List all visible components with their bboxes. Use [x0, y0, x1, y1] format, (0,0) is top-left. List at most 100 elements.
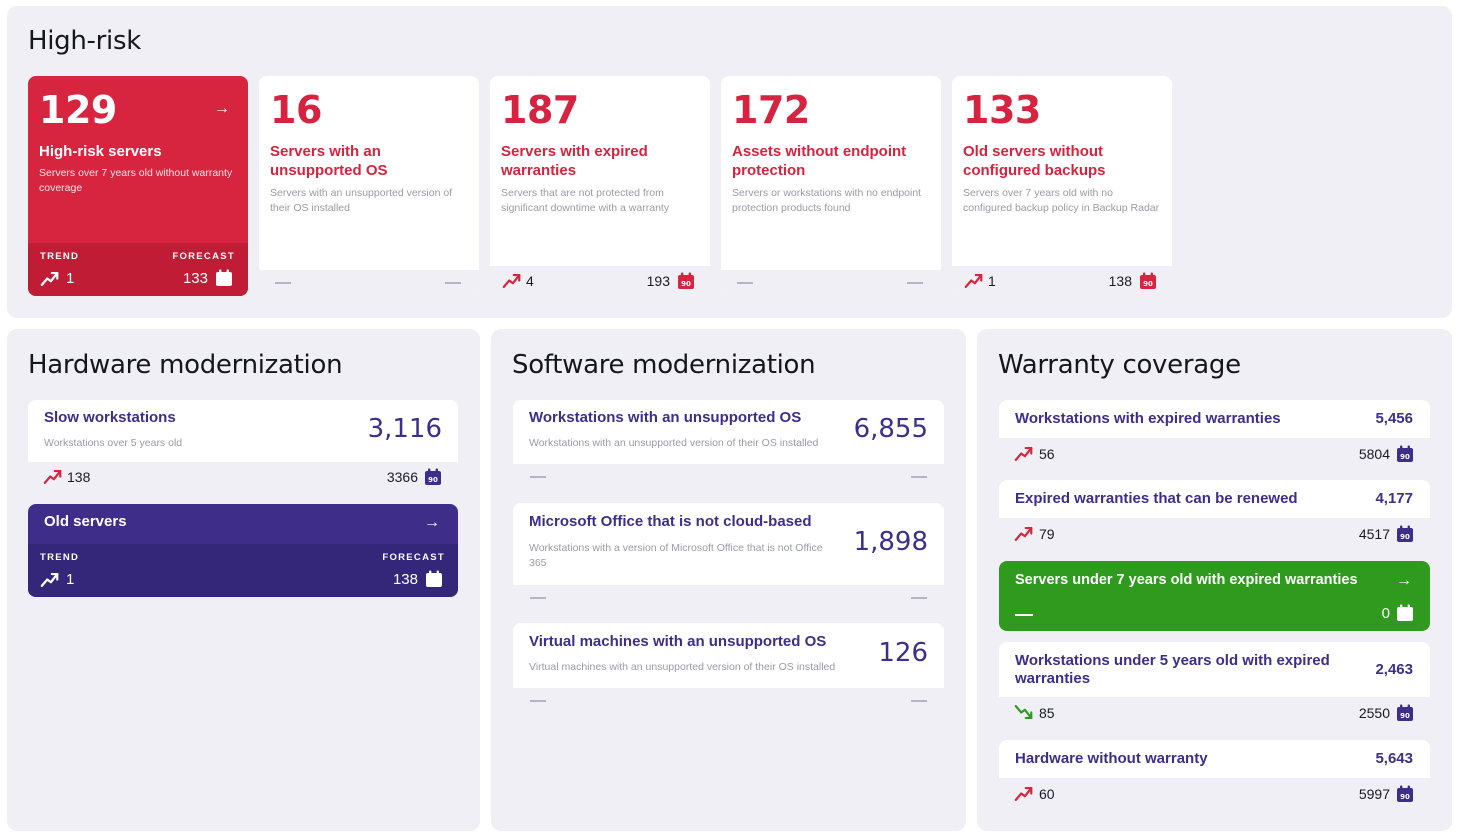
card-count: 133 [963, 88, 1041, 132]
card-count: 5,456 [1375, 410, 1413, 427]
card-title: Old servers without configured backups [963, 143, 1106, 179]
renewable-warranties-card[interactable]: Expired warranties that can be renewed 4… [999, 480, 1430, 549]
card-footer [259, 270, 479, 296]
trend-up-icon [1014, 445, 1034, 462]
trend-value: 4 [526, 273, 534, 289]
card-title: Slow workstations [44, 409, 176, 426]
card-footer: 1 138 [952, 266, 1172, 296]
high-risk-panel: High-risk 129 → High-risk servers Server… [7, 6, 1452, 318]
office-not-cloud-card[interactable]: Microsoft Office that is not cloud-based… [513, 503, 944, 611]
card-title: Workstations with an unsupported OS [529, 409, 802, 426]
forecast-value: 0 [1381, 605, 1390, 622]
hardware-title: Hardware modernization [28, 350, 343, 380]
high-risk-servers-card[interactable]: 129 → High-risk servers Servers over 7 y… [28, 76, 248, 296]
trend-down-icon [1014, 704, 1034, 721]
no-forecast-dash [911, 700, 927, 702]
no-forecast-dash [911, 597, 927, 599]
trend-value: 60 [1039, 786, 1055, 802]
card-count: 1,898 [853, 527, 928, 557]
high-risk-servers-count: 129 [39, 88, 117, 132]
forecast-label: FORECAST [172, 251, 235, 262]
hardware-without-warranty-card[interactable]: Hardware without warranty 5,643 60 5997 [999, 740, 1430, 809]
trend-up-icon [964, 272, 984, 289]
trend-up-icon [40, 571, 60, 588]
card-title: Expired warranties that can be renewed [1015, 490, 1298, 507]
expired-warranty-servers-card[interactable]: 187 Servers with expired warranties Serv… [490, 76, 710, 296]
card-footer: TREND FORECAST 1 138 [28, 544, 458, 597]
forecast-value: 5997 [1358, 786, 1390, 802]
no-endpoint-protection-card[interactable]: 172 Assets without endpoint protection S… [721, 76, 941, 296]
arrow-right-icon[interactable]: → [424, 514, 440, 531]
unsupported-os-workstations-card[interactable]: Workstations with an unsupported OS Work… [513, 400, 944, 492]
card-description: Servers over 7 years old with no configu… [963, 187, 1160, 214]
trend-value: 85 [1039, 705, 1055, 721]
trend-up-icon [1014, 525, 1034, 542]
card-description: Workstations with a version of Microsoft… [529, 542, 823, 569]
high-risk-title: High-risk [28, 26, 141, 56]
card-description: Servers or workstations with no endpoint… [732, 187, 922, 214]
card-title: Workstations with expired warranties [1015, 410, 1281, 427]
slow-workstations-card[interactable]: Slow workstations Workstations over 5 ye… [28, 400, 458, 492]
card-count: 2,463 [1375, 661, 1413, 678]
calendar-90-icon [424, 468, 442, 486]
forecast-value: 4517 [1358, 526, 1390, 542]
warranty-title: Warranty coverage [998, 350, 1241, 380]
trend-value: 1 [66, 571, 75, 588]
hardware-modernization-panel: Hardware modernization Slow workstations… [7, 329, 480, 831]
workstations-under-5-expired-card[interactable]: Workstations under 5 years old with expi… [999, 642, 1430, 728]
trend-up-icon [502, 272, 522, 289]
card-title: Servers with expired warranties [501, 143, 648, 179]
card-count: 187 [501, 88, 579, 132]
card-count: 6,855 [853, 414, 928, 444]
forecast-value: 138 [1108, 273, 1132, 289]
trend-label: TREND [40, 552, 80, 563]
card-count: 16 [270, 88, 322, 132]
expired-warranty-workstations-card[interactable]: Workstations with expired warranties 5,4… [999, 400, 1430, 469]
card-title: Servers under 7 years old with expired w… [1015, 572, 1358, 588]
old-servers-no-backup-card[interactable]: 133 Old servers without configured backu… [952, 76, 1172, 296]
forecast-value: 2550 [1358, 705, 1390, 721]
card-description: Servers over 7 years old without warrant… [39, 167, 233, 194]
calendar-90-icon [215, 269, 233, 287]
servers-under-7-expired-card[interactable]: Servers under 7 years old with expired w… [999, 561, 1430, 631]
calendar-90-icon [1396, 785, 1414, 803]
card-description: Servers that are not protected from sign… [501, 187, 670, 214]
no-trend-dash [275, 282, 291, 284]
card-footer [513, 688, 944, 716]
calendar-90-icon [677, 272, 695, 290]
calendar-90-icon [425, 570, 443, 588]
arrow-right-icon[interactable]: → [214, 100, 230, 117]
arrow-right-icon[interactable]: → [1396, 572, 1412, 589]
calendar-90-icon [1396, 445, 1414, 463]
no-trend-dash [1015, 614, 1033, 616]
card-title: Microsoft Office that is not cloud-based [529, 513, 812, 530]
card-count: 4,177 [1375, 490, 1413, 507]
trend-up-icon [43, 468, 63, 485]
card-title: Workstations under 5 years old with expi… [1015, 652, 1330, 687]
card-count: 172 [732, 88, 810, 132]
calendar-90-icon [1396, 604, 1414, 622]
card-count: 5,643 [1375, 750, 1413, 767]
card-title: Servers with an unsupported OS [270, 143, 388, 179]
trend-up-icon [1014, 785, 1034, 802]
card-description: Servers with an unsupported version of t… [270, 187, 453, 214]
card-footer: 56 5804 [999, 438, 1430, 469]
software-modernization-panel: Software modernization Workstations with… [491, 329, 966, 831]
trend-value: 138 [67, 469, 91, 485]
card-title: Old servers [44, 513, 127, 530]
card-description: Workstations over 5 years old [44, 437, 183, 449]
vm-unsupported-os-card[interactable]: Virtual machines with an unsupported OS … [513, 623, 944, 716]
card-title: Hardware without warranty [1015, 750, 1208, 767]
card-count: 126 [878, 638, 928, 668]
calendar-90-icon [1396, 525, 1414, 543]
forecast-value: 133 [182, 270, 208, 287]
trend-value: 79 [1039, 526, 1055, 542]
unsupported-os-servers-card[interactable]: 16 Servers with an unsupported OS Server… [259, 76, 479, 296]
card-footer: 4 193 [490, 266, 710, 296]
old-servers-card[interactable]: Old servers → TREND FORECAST 1 138 [28, 504, 458, 597]
forecast-value: 193 [646, 273, 670, 289]
calendar-90-icon [1396, 704, 1414, 722]
card-footer: 138 3366 [28, 462, 458, 492]
trend-value: 1 [66, 270, 75, 287]
software-title: Software modernization [512, 350, 816, 380]
